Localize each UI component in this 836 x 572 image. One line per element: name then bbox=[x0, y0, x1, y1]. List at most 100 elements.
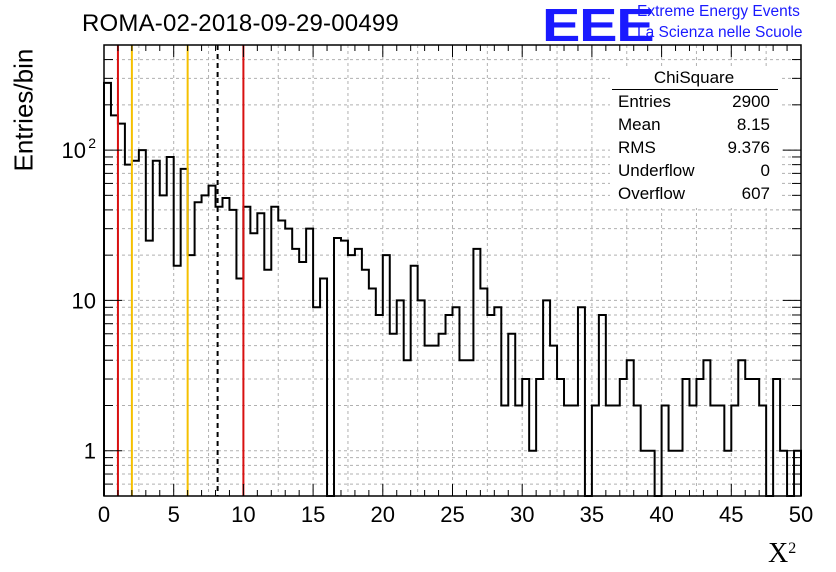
histogram-bin bbox=[362, 270, 369, 496]
stats-row-overflow: Overflow 607 bbox=[618, 184, 776, 206]
histogram-bin bbox=[432, 346, 439, 496]
histogram-bin bbox=[634, 405, 641, 496]
histogram-outline bbox=[103, 81, 802, 497]
histogram-bin bbox=[278, 221, 285, 496]
histogram-bin bbox=[139, 150, 146, 496]
histogram-bin bbox=[459, 360, 466, 496]
histogram-bin bbox=[599, 315, 606, 496]
histogram-bin bbox=[508, 334, 515, 496]
histogram-bin bbox=[745, 379, 752, 496]
histogram-bin bbox=[271, 207, 278, 496]
histogram-bin bbox=[118, 124, 125, 496]
histogram-bin bbox=[494, 307, 501, 496]
reference-lines-layer bbox=[116, 45, 245, 496]
histogram-bin bbox=[355, 249, 362, 496]
histogram-bin bbox=[348, 255, 355, 496]
stats-value: 2900 bbox=[732, 92, 770, 111]
histogram-bin bbox=[710, 405, 717, 496]
histogram-bin bbox=[439, 334, 446, 496]
histogram-bin bbox=[188, 255, 195, 496]
stats-row-mean: Mean 8.15 bbox=[618, 115, 776, 137]
x-tick-label: 40 bbox=[649, 502, 673, 527]
histogram-bin bbox=[418, 300, 425, 496]
histogram-bin bbox=[627, 360, 634, 496]
histogram-bin bbox=[299, 262, 306, 496]
stats-key: Underflow bbox=[618, 161, 695, 180]
x-axis-label-superscript: 2 bbox=[788, 540, 797, 557]
stats-row-rms: RMS 9.376 bbox=[618, 138, 776, 160]
x-tick-label: 25 bbox=[440, 502, 464, 527]
histogram-bin bbox=[167, 157, 174, 496]
histogram-bin bbox=[592, 405, 599, 496]
histogram-layer bbox=[103, 81, 802, 497]
histogram-bin bbox=[174, 266, 181, 496]
histogram-bin bbox=[717, 405, 724, 496]
stats-value: 9.376 bbox=[727, 138, 770, 157]
histogram-bin bbox=[466, 360, 473, 496]
x-tick-label: 20 bbox=[371, 502, 395, 527]
histogram-bin bbox=[641, 451, 648, 496]
histogram-bin bbox=[515, 405, 522, 496]
histogram-bin bbox=[383, 255, 390, 496]
x-tick-label: 15 bbox=[301, 502, 325, 527]
histogram-bin bbox=[669, 451, 676, 496]
stats-row-underflow: Underflow 0 bbox=[618, 161, 776, 183]
histogram-bin bbox=[341, 241, 348, 496]
histogram-bin bbox=[529, 451, 536, 496]
x-tick-label: 10 bbox=[231, 502, 255, 527]
stats-key: Mean bbox=[618, 115, 661, 134]
histogram-bin bbox=[104, 83, 111, 496]
histogram-bin bbox=[487, 315, 494, 496]
histogram-bin bbox=[320, 278, 327, 496]
y-tick-label-exponent: 2 bbox=[88, 135, 96, 151]
histogram-bin bbox=[181, 169, 188, 496]
stats-value: 8.15 bbox=[736, 115, 770, 134]
histogram-bin bbox=[257, 213, 264, 496]
histogram-bin bbox=[724, 451, 731, 496]
statistics-box: ChiSquare Entries 2900 Mean 8.15 RMS 9.3… bbox=[610, 66, 780, 208]
stats-value: 607 bbox=[741, 184, 770, 203]
histogram-bin bbox=[536, 379, 543, 496]
chart-title: ROMA-02-2018-09-29-00499 bbox=[82, 10, 399, 37]
eee-logo: EEE bbox=[542, 0, 655, 51]
x-axis-label: X2 bbox=[768, 538, 796, 570]
histogram-bin bbox=[390, 334, 397, 496]
histogram-bin bbox=[146, 241, 153, 496]
histogram-bin bbox=[501, 405, 508, 496]
histogram-bin bbox=[543, 300, 550, 496]
histogram-bin bbox=[229, 210, 236, 496]
histogram-bin bbox=[313, 307, 320, 496]
histogram-bin bbox=[202, 195, 209, 496]
histogram-bin bbox=[662, 405, 669, 496]
y-tick-label: 1 bbox=[84, 439, 96, 464]
histogram-bin bbox=[480, 289, 487, 496]
histogram-bin bbox=[306, 229, 313, 496]
histogram-bin bbox=[369, 289, 376, 496]
histogram-bin bbox=[264, 270, 271, 496]
histogram-bin bbox=[397, 300, 404, 496]
stats-key: RMS bbox=[618, 138, 656, 157]
stats-separator bbox=[612, 89, 778, 90]
logo-subtitle-line1: Extreme Energy Events bbox=[637, 3, 800, 20]
histogram-bin bbox=[696, 379, 703, 496]
x-tick-label: 0 bbox=[98, 502, 110, 527]
axes-layer bbox=[103, 44, 802, 497]
histogram-bin bbox=[773, 379, 780, 496]
logo-subtitle-line2: La Scienza nelle Scuole bbox=[637, 24, 803, 41]
histogram-bin bbox=[676, 451, 683, 496]
y-axis-label: Entries/bin bbox=[8, 48, 39, 172]
x-axis-label-base: X bbox=[768, 538, 789, 569]
histogram-bin bbox=[620, 379, 627, 496]
histogram-bin bbox=[153, 161, 160, 496]
histogram-bin bbox=[564, 405, 571, 496]
histogram-bin bbox=[132, 161, 139, 496]
stats-row-entries: Entries 2900 bbox=[618, 92, 776, 114]
histogram-bin bbox=[473, 249, 480, 496]
x-tick-label: 5 bbox=[168, 502, 180, 527]
histogram-bin bbox=[683, 379, 690, 496]
histogram-bin bbox=[578, 307, 585, 496]
x-tick-label: 35 bbox=[580, 502, 604, 527]
histogram-bin bbox=[425, 346, 432, 496]
